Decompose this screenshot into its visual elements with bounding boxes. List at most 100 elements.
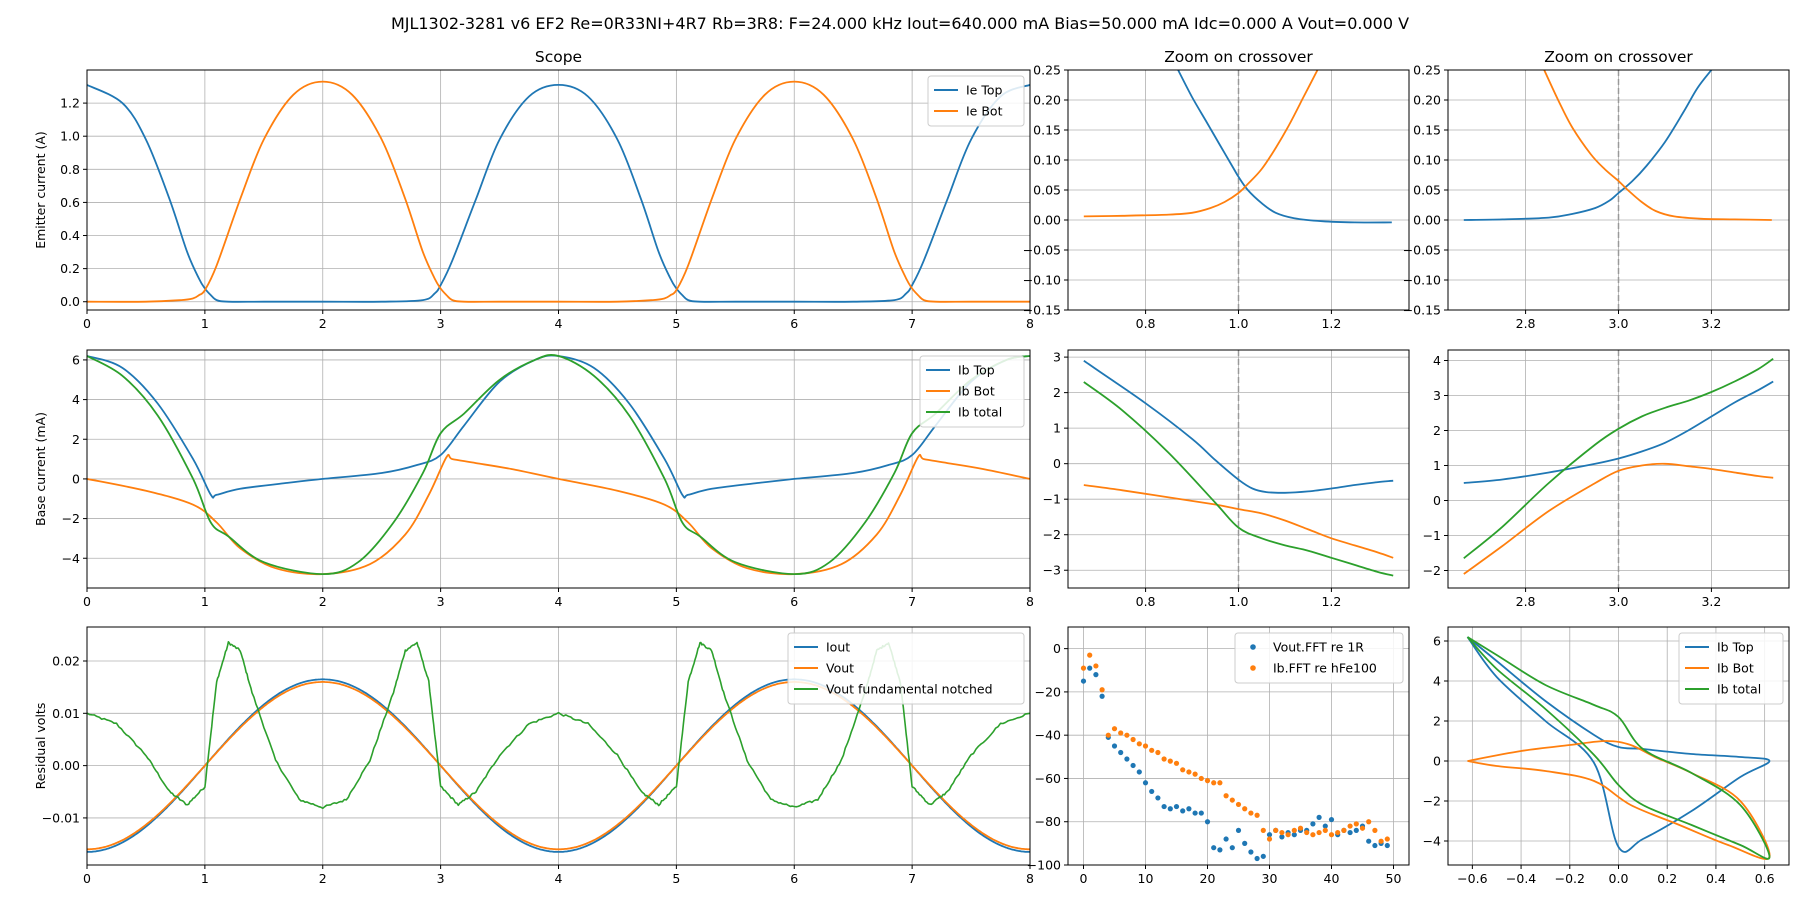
series-line	[87, 681, 1030, 851]
x-tick-label: 8	[1026, 594, 1034, 609]
x-tick-label: 3	[437, 871, 445, 886]
y-tick-label: 0	[1433, 493, 1441, 508]
legend-box	[919, 355, 1025, 428]
data-point	[1124, 732, 1130, 738]
data-point	[1142, 743, 1149, 749]
data-point	[1359, 825, 1366, 831]
panel-title: Zoom on crossover	[1164, 48, 1313, 66]
x-tick-label: 0	[83, 316, 91, 331]
data-point	[1260, 827, 1266, 833]
data-point	[1186, 769, 1192, 775]
data-point	[1254, 855, 1260, 862]
data-point	[1285, 832, 1291, 838]
x-tick-label: 3.2	[1701, 594, 1721, 609]
legend-label: Ib Top	[958, 363, 995, 378]
y-axis-label: Base current (mA)	[33, 412, 48, 526]
y-tick-label: 6	[1433, 634, 1441, 649]
data-point	[1353, 821, 1359, 827]
data-point	[1347, 829, 1353, 836]
x-tick-label: 0.2	[1657, 871, 1677, 886]
x-tick-label: 5	[672, 316, 680, 331]
data-point	[1266, 836, 1273, 842]
series-line	[1467, 740, 1771, 860]
y-tick-label: 0.25	[1033, 63, 1061, 78]
x-tick-label: 1	[201, 871, 209, 886]
x-tick-label: 1.2	[1321, 594, 1341, 609]
data-point	[1093, 663, 1099, 669]
series-line	[1463, 358, 1774, 559]
y-tick-label: 0.6	[60, 195, 80, 210]
data-point	[1118, 749, 1124, 756]
y-tick-label: 1.2	[60, 96, 80, 111]
data-point	[1223, 836, 1229, 842]
x-tick-label: 0.8	[1136, 316, 1156, 331]
data-point	[1304, 829, 1310, 836]
data-point	[1118, 730, 1124, 736]
data-point	[1204, 819, 1211, 825]
series-line	[1463, 380, 1774, 484]
series-line	[87, 80, 1030, 303]
y-tick-label: −0.05	[1403, 243, 1441, 258]
x-tick-label: −0.4	[1506, 871, 1536, 886]
data-point	[1372, 827, 1378, 833]
x-tick-label: 1	[201, 316, 209, 331]
x-tick-label: 1	[201, 594, 209, 609]
legend-box	[1678, 632, 1784, 705]
series-line	[1177, 70, 1392, 224]
data-point	[1353, 827, 1359, 833]
legend: Ie Top Ie Bot	[927, 75, 1025, 127]
y-tick-label: 0.00	[1413, 213, 1441, 228]
x-tick-label: 3	[437, 316, 445, 331]
data-point	[1105, 732, 1111, 738]
x-tick-label: 7	[908, 316, 916, 331]
data-point	[1279, 834, 1285, 840]
data-point	[1167, 758, 1173, 764]
data-point	[1328, 832, 1335, 838]
panel-ib_zoom3: 2.8 3.0 3.2 −2 −1 0 1 2 3 4	[1423, 349, 1790, 609]
data-point	[1136, 741, 1142, 747]
x-tick-label: 3.0	[1609, 594, 1629, 609]
data-point	[1198, 775, 1204, 782]
legend-label: Ib Bot	[958, 384, 995, 399]
panel-ie_zoom3: 2.8 3.0 3.2 −0.15 −0.10 −0.05 0.00 0.05 0.10 0.15…	[1403, 48, 1790, 331]
data-point	[1080, 665, 1087, 671]
data-point	[1142, 780, 1149, 786]
data-point	[1124, 756, 1130, 762]
legend-label: Iout	[826, 640, 850, 655]
y-tick-label: −2	[1043, 527, 1061, 542]
y-tick-label: 0.00	[52, 758, 80, 773]
y-tick-label: −1	[1423, 528, 1441, 543]
data-point	[1366, 819, 1372, 825]
data-point	[1328, 816, 1335, 823]
data-point	[1211, 845, 1217, 851]
data-layer	[1083, 70, 1392, 224]
data-point	[1111, 743, 1118, 749]
data-point	[1161, 803, 1167, 810]
data-point	[1099, 693, 1105, 699]
figure-title: MJL1302-3281 v6 EF2 Re=0R33NI+4R7 Rb=3R8…	[390, 14, 1410, 33]
y-tick-label: 0.02	[52, 654, 80, 669]
data-point	[1297, 825, 1304, 831]
legend-marker	[1250, 665, 1256, 671]
data-point	[1149, 747, 1155, 753]
data-point	[1384, 836, 1390, 842]
data-point	[1155, 749, 1161, 756]
panel-residual: 0 1 2 3 4 5 6 7 8 −0.01 0.00 0.01 0.02 Residual volts…	[33, 626, 1034, 886]
x-tick-label: 2.8	[1516, 316, 1536, 331]
y-tick-label: 0.20	[1413, 93, 1441, 108]
y-tick-label: 1.0	[60, 129, 80, 144]
x-tick-label: 1.0	[1229, 316, 1249, 331]
y-tick-label: −3	[1043, 563, 1061, 578]
y-tick-label: −1	[1043, 492, 1061, 507]
x-tick-label: 0.8	[1136, 594, 1156, 609]
legend: Ib Top Ib Bot Ib total	[919, 355, 1025, 428]
data-point	[1173, 803, 1180, 810]
y-tick-label: 1	[1433, 458, 1441, 473]
y-tick-label: −0.05	[1023, 243, 1061, 258]
data-point	[1235, 827, 1242, 833]
x-tick-label: 0	[83, 871, 91, 886]
y-tick-label: 4	[72, 392, 80, 407]
data-point	[1384, 842, 1390, 849]
y-tick-label: 0.4	[60, 228, 80, 243]
